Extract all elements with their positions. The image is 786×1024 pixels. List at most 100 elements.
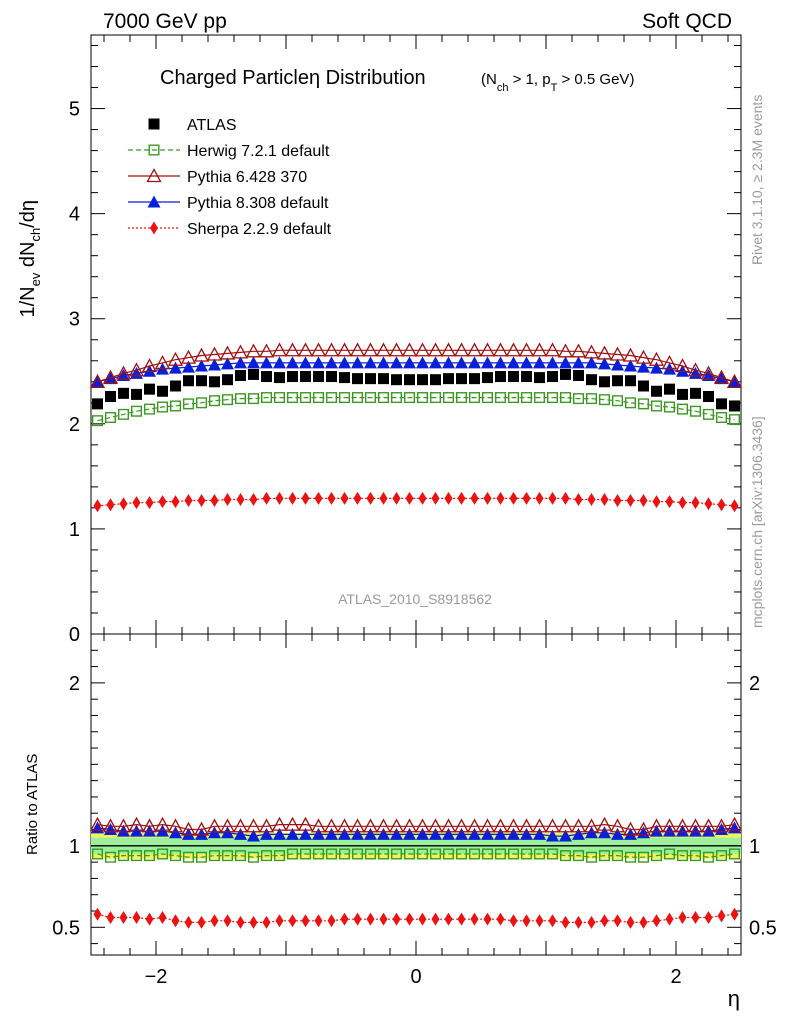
herwig-point [482, 392, 494, 404]
herwig-ratio-point [599, 850, 611, 862]
herwig-point [247, 393, 259, 405]
herwig-point [261, 392, 273, 404]
main-y-tick-label: 2 [69, 414, 80, 436]
y-axis-title-d: ch [28, 228, 43, 242]
sherpa-ratio-point [236, 915, 245, 929]
sherpa-ratio-point [431, 912, 440, 926]
atlas-point [365, 373, 376, 385]
sherpa-ratio-point [262, 915, 271, 929]
ratio-y-axis-title: Ratio to ATLAS [24, 754, 41, 855]
pythia-ratio-point [674, 818, 691, 833]
main-y-tick-label: 3 [69, 309, 80, 331]
pythia-ratio-point [624, 827, 637, 840]
atlas-point [716, 398, 727, 410]
pythia-ratio-point [323, 818, 340, 833]
pythia-point [609, 346, 626, 361]
herwig-ratio-point [430, 848, 442, 860]
pythia-point [583, 344, 600, 359]
legend-label-sherpa: Sherpa 2.2.9 default [187, 221, 332, 238]
main-y-tick-label: 4 [69, 204, 80, 226]
pythia-ratio-point [635, 821, 652, 836]
atlas-point [599, 376, 610, 388]
herwig-ratio-point [313, 848, 325, 860]
pythia-point [687, 362, 704, 377]
data-uncertainty-bands [91, 832, 741, 859]
x-tick-label: −2 [145, 966, 168, 988]
pythia-point [401, 342, 418, 357]
sherpa-ratio-point [132, 911, 141, 925]
pythia-ratio-point [559, 829, 572, 842]
herwig-ratio-point [195, 851, 207, 863]
ratio-series-layer [89, 816, 743, 929]
atlas-point [222, 374, 233, 386]
pythia-point [375, 342, 392, 357]
pythia-point [338, 356, 351, 369]
sherpa-ratio-point [444, 912, 453, 926]
herwig-point [169, 400, 181, 412]
herwig-ratio-point [247, 851, 259, 863]
pythia-point [622, 347, 639, 362]
pythia-point [479, 342, 496, 357]
pythia-ratio-point [128, 816, 145, 831]
pythia-ratio-point [520, 827, 533, 840]
herwig-point [404, 392, 416, 404]
herwig-point [703, 408, 715, 420]
herwig-ratio-point [651, 850, 663, 862]
pythia-ratio-point [401, 818, 418, 833]
sherpa-point [301, 491, 310, 505]
pythia-point [507, 356, 520, 369]
sherpa-ratio-point [600, 914, 609, 928]
sherpa-point [119, 497, 128, 511]
pythia-ratio-point [481, 827, 494, 840]
sherpa-ratio-point [379, 912, 388, 926]
atlas-point [690, 387, 701, 399]
pythia-point [273, 356, 286, 369]
herwig-ratio-point [274, 850, 286, 862]
pythia-point [362, 342, 379, 357]
pythia-ratio-point [286, 827, 299, 840]
herwig-point [417, 392, 429, 404]
herwig-ratio-point [91, 848, 103, 860]
pythia-point [442, 356, 455, 369]
pythia-point [117, 368, 130, 381]
herwig-ratio-point [143, 850, 155, 862]
sherpa-ratio-point [678, 911, 687, 925]
pythia-point [154, 355, 171, 370]
pythia-point [726, 373, 743, 388]
ratio-y-tick-label-right: 2 [749, 673, 760, 695]
sherpa-ratio-point [704, 911, 713, 925]
sherpa-ratio-point [223, 914, 232, 928]
pythia-point [466, 342, 483, 357]
sherpa-point [457, 491, 466, 505]
pythia-point [505, 342, 522, 357]
herwig-ratio-line [97, 853, 735, 858]
legend-marker-pythia [146, 168, 162, 183]
herwig-ratio-point [300, 848, 312, 860]
pythia-point [596, 345, 613, 360]
sherpa-ratio-point [145, 912, 154, 926]
pythia-ratio-point [416, 827, 429, 840]
y-axis-title: 1/Nev dNch/dη [17, 200, 43, 318]
sherpa-ratio-point [717, 909, 726, 923]
pythia-ratio-point [403, 827, 416, 840]
pythia-point [637, 360, 650, 373]
pythia-ratio-point [518, 818, 535, 833]
herwig-ratio-point [404, 848, 416, 860]
herwig-point [521, 392, 533, 404]
sherpa-point [327, 491, 336, 505]
herwig-point [208, 395, 220, 407]
sherpa-point [535, 491, 544, 505]
pythia-ratio-point [442, 827, 455, 840]
atlas-point [521, 371, 532, 383]
herwig-point [534, 392, 546, 404]
pythia-ratio-point [193, 821, 210, 836]
ratio-y-tick-label: 2 [69, 673, 80, 695]
atlas-point [287, 371, 298, 383]
ratio-y-tick-label: 1 [69, 836, 80, 858]
pythia-point [390, 356, 403, 369]
herwig-point [677, 403, 689, 415]
herwig-ratio-point [117, 850, 129, 862]
sherpa-point [392, 491, 401, 505]
pythia-ratio-point [713, 818, 730, 833]
pythia-point [546, 356, 559, 369]
